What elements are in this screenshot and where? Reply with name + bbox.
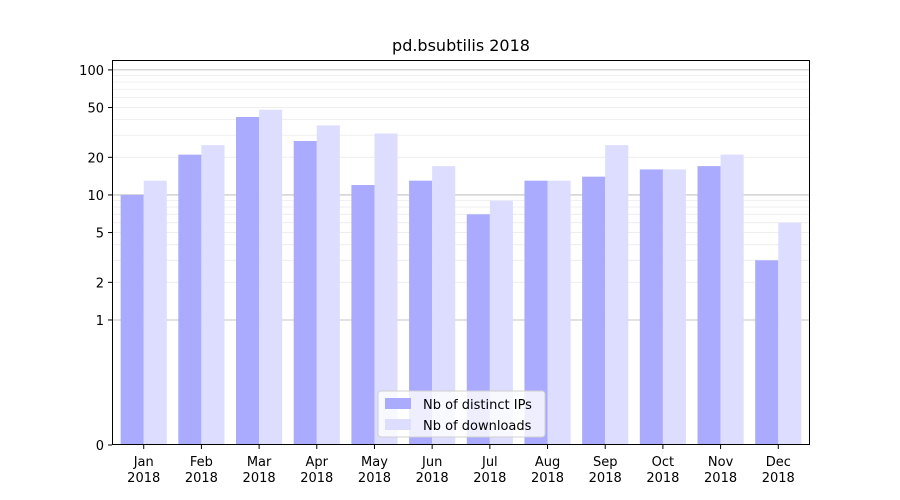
- bar: [201, 145, 225, 445]
- y-tick-label: 0: [96, 439, 104, 454]
- legend-swatch: [385, 398, 411, 409]
- bar: [120, 194, 144, 445]
- plot-frame: [112, 60, 810, 445]
- y-tick-label: 5: [96, 227, 104, 242]
- legend-label: Nb of distinct IPs: [423, 398, 532, 413]
- x-tick-label: Feb 2018: [185, 455, 218, 486]
- bar: [143, 180, 167, 445]
- legend-box: [377, 390, 546, 438]
- bar: [720, 154, 744, 446]
- bar: [409, 180, 433, 445]
- bar: [432, 166, 456, 445]
- chart-title: pd.bsubtilis 2018: [392, 36, 530, 55]
- bar: [697, 166, 721, 445]
- legend-label: Nb of downloads: [423, 419, 532, 434]
- bar: [582, 176, 606, 445]
- bar: [524, 180, 548, 445]
- x-tick-label: Sep 2018: [589, 455, 622, 486]
- y-tick-label: 100: [79, 64, 104, 79]
- x-axis: Jan 2018 Feb 2018 Mar 2018 Apr 2018 May 2018 Jun 20…: [127, 445, 795, 486]
- x-tick-label: Jul 2018: [473, 455, 506, 486]
- x-tick-label: Jan 2018: [127, 455, 160, 486]
- bars: [120, 109, 802, 446]
- x-tick-label: Jun 2018: [416, 455, 449, 486]
- y-tick-label: 20: [87, 151, 104, 166]
- y-tick-label: 10: [87, 189, 104, 204]
- bar: [466, 214, 490, 445]
- x-tick-label: Apr 2018: [300, 455, 333, 486]
- bar: [178, 154, 202, 446]
- x-tick-label: May 2018: [358, 455, 391, 486]
- bar: [778, 222, 802, 445]
- x-tick-label: Mar 2018: [243, 455, 276, 486]
- bar: [547, 180, 571, 445]
- bar: [316, 125, 340, 445]
- y-tick-label: 2: [96, 276, 104, 291]
- bar: [755, 260, 779, 445]
- bar: [662, 169, 686, 445]
- bar: [489, 200, 513, 445]
- bar: [374, 133, 398, 445]
- x-tick-label: Aug 2018: [531, 455, 564, 486]
- x-tick-label: Nov 2018: [704, 455, 737, 486]
- bar: [259, 109, 283, 445]
- bar: [639, 169, 663, 445]
- bar: [236, 117, 260, 445]
- grid: [112, 69, 810, 321]
- bar: [293, 140, 317, 445]
- x-tick-label: Dec 2018: [762, 455, 795, 486]
- y-tick-label: 1: [96, 314, 104, 329]
- x-tick-label: Oct 2018: [646, 455, 679, 486]
- bar: [605, 145, 629, 445]
- y-tick-label: 50: [87, 102, 104, 117]
- y-axis: 0 1 2 5 10 20 50 100: [79, 64, 112, 454]
- bar: [351, 185, 375, 445]
- legend-swatch: [385, 419, 411, 430]
- legend: Nb of distinct IPs Nb of downloads: [377, 390, 546, 438]
